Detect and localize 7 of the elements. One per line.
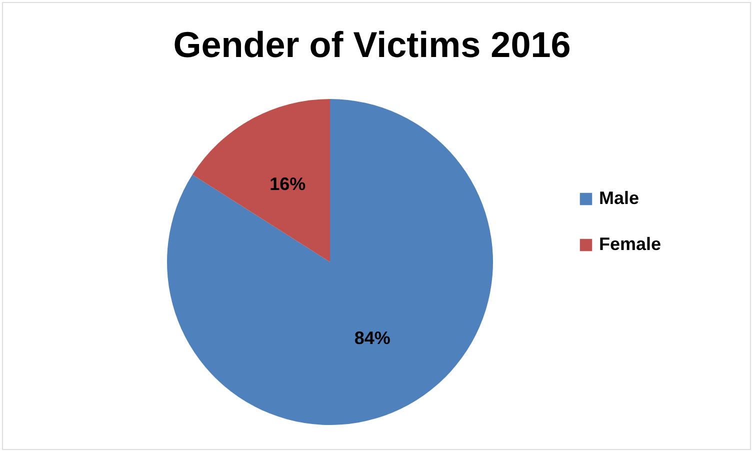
pie-slice: [192, 99, 330, 262]
legend-label: Male: [599, 188, 640, 208]
chart-title: Gender of Victims 2016: [173, 24, 571, 65]
data-label: 84%: [354, 328, 390, 348]
data-label: 16%: [270, 174, 306, 194]
pie-slice: [167, 99, 493, 425]
legend-label: Female: [599, 234, 662, 254]
